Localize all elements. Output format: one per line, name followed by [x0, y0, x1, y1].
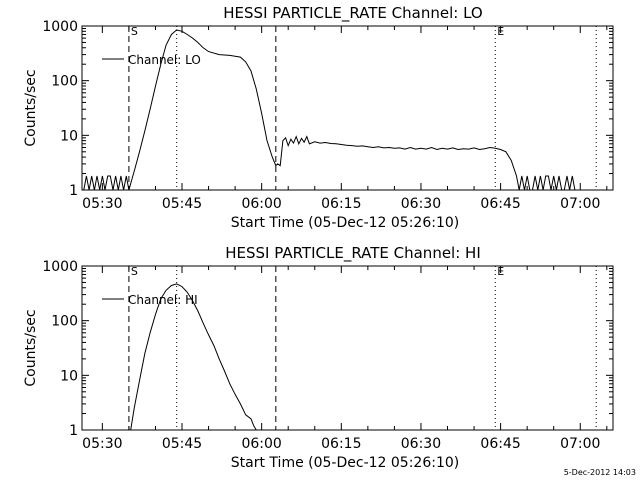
x-tick-label: 06:00 — [241, 436, 281, 452]
y-axis-label: Counts/sec — [23, 69, 39, 146]
x-axis-ticks: 05:30 05:45 06:00 06:15 06:30 06:45 07:00 — [82, 266, 608, 452]
plot-frame — [81, 25, 614, 191]
legend-label: Channel: LO — [128, 53, 201, 67]
x-tick-label: 05:30 — [82, 196, 122, 212]
y-axis-label: Counts/sec — [23, 309, 39, 386]
legend: Channel: LO — [102, 53, 201, 67]
y-tick-label: 100 — [51, 314, 78, 330]
x-tick-label: 05:45 — [162, 436, 202, 452]
marker-lines: SE — [128, 25, 597, 190]
y-tick-label: 1 — [69, 183, 78, 199]
x-axis-ticks: 05:30 05:45 06:00 06:15 06:30 06:45 07:00 — [82, 26, 608, 212]
plot-frame — [81, 265, 614, 431]
x-tick-label: 06:15 — [321, 196, 361, 212]
x-axis-label: Start Time (05-Dec-12 05:26:10) — [231, 455, 459, 471]
x-tick-label: 05:45 — [162, 196, 202, 212]
series-line — [83, 29, 576, 191]
y-tick-label: 1 — [69, 423, 78, 439]
x-tick-label: 07:00 — [560, 196, 600, 212]
x-tick-label: 06:45 — [480, 436, 520, 452]
marker-label: S — [131, 25, 138, 38]
x-tick-label: 06:45 — [480, 196, 520, 212]
y-axis-ticks: 1 10 100 1000 — [42, 19, 613, 199]
x-tick-label: 06:15 — [321, 436, 361, 452]
series-line — [130, 283, 257, 431]
marker-lines: SE — [128, 265, 597, 430]
y-tick-label: 10 — [60, 368, 78, 384]
chart-panel-hi: HESSI PARTICLE_RATE Channel: HI SE 05:30… — [23, 244, 614, 471]
marker-label: S — [131, 265, 138, 278]
x-tick-label: 07:00 — [560, 436, 600, 452]
x-tick-label: 05:30 — [82, 436, 122, 452]
y-axis-ticks: 1 10 100 1000 — [42, 259, 613, 439]
y-tick-label: 10 — [60, 128, 78, 144]
x-tick-label: 06:00 — [241, 196, 281, 212]
legend-label: Channel: HI — [128, 293, 198, 307]
x-tick-label: 06:30 — [401, 196, 441, 212]
x-tick-label: 06:30 — [401, 436, 441, 452]
series-group — [130, 283, 257, 431]
y-tick-label: 100 — [51, 74, 78, 90]
series-group — [83, 29, 576, 191]
date-stamp: 5-Dec-2012 14:03 — [564, 468, 636, 477]
chart-title: HESSI PARTICLE_RATE Channel: LO — [223, 4, 482, 23]
y-tick-label: 1000 — [42, 259, 78, 275]
y-tick-label: 1000 — [42, 19, 78, 35]
legend: Channel: HI — [102, 293, 198, 307]
chart-panel-lo: HESSI PARTICLE_RATE Channel: LO SE 05:30… — [23, 4, 614, 231]
chart-title: HESSI PARTICLE_RATE Channel: HI — [225, 244, 481, 263]
x-axis-label: Start Time (05-Dec-12 05:26:10) — [231, 215, 459, 231]
